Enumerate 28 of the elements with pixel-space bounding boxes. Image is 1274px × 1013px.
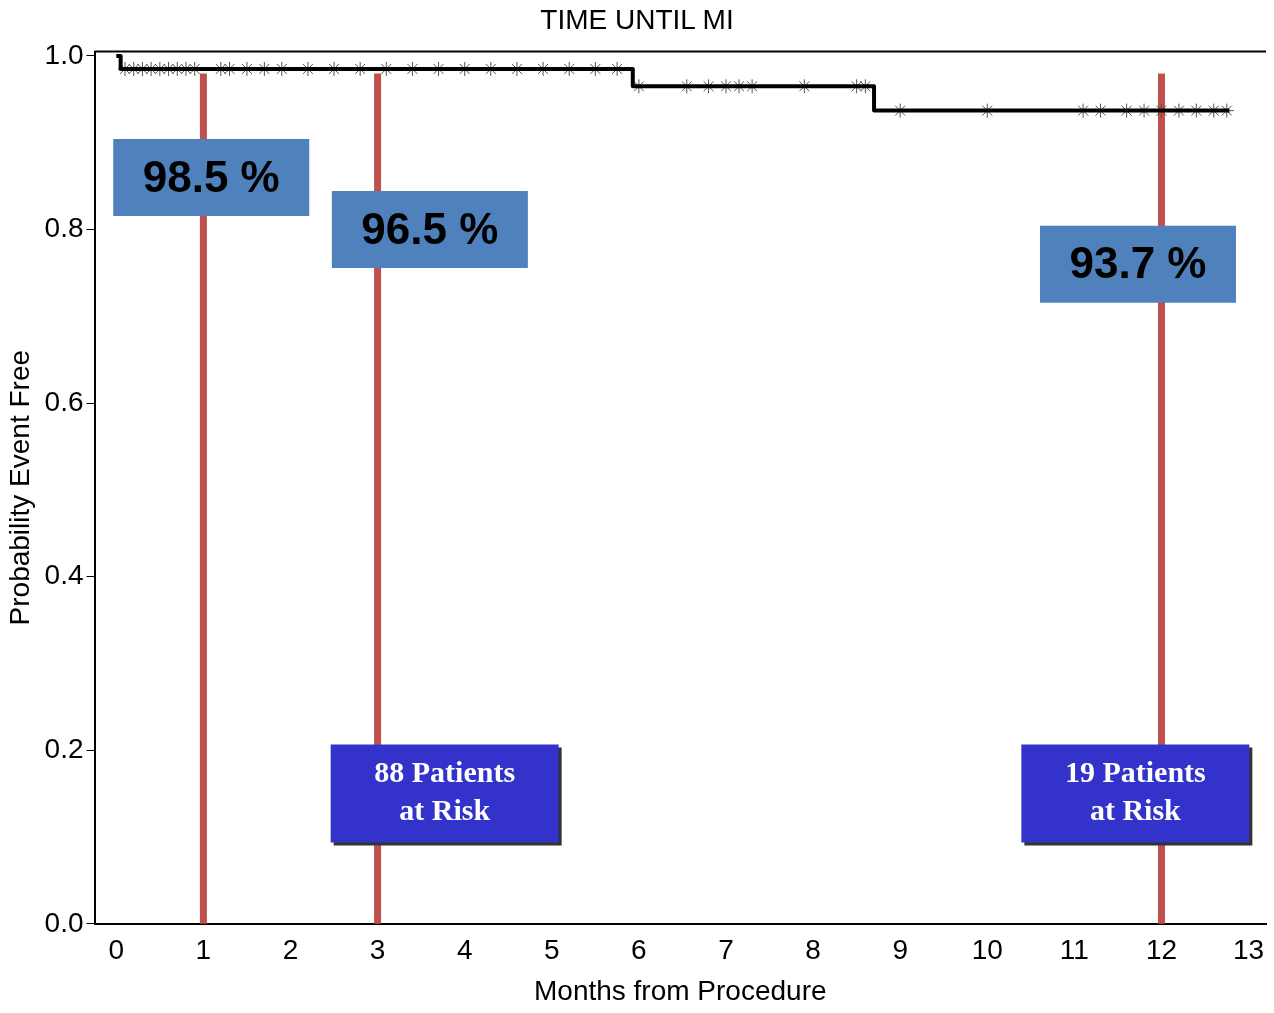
y-tick-label: 0.2 xyxy=(44,732,84,764)
x-tick-label: 0 xyxy=(108,934,125,966)
x-tick-label: 12 xyxy=(1145,934,1178,966)
annotation: 93.7 % xyxy=(1069,238,1207,288)
x-tick-label: 3 xyxy=(369,934,386,966)
x-tick-label: 9 xyxy=(892,934,908,966)
y-tick-label: 0.0 xyxy=(44,906,84,938)
y-axis-title: Probability Event Free xyxy=(3,349,35,626)
x-tick-label: 8 xyxy=(805,934,821,966)
x-tick-label: 13 xyxy=(1233,934,1265,966)
x-tick-label: 7 xyxy=(718,934,734,966)
chart-title: TIME UNTIL MI xyxy=(540,3,734,35)
x-tick-label: 2 xyxy=(282,934,299,966)
x-tick-label: 10 xyxy=(971,934,1003,966)
y-tick-label: 0.4 xyxy=(44,559,84,591)
y-tick-label: 0.6 xyxy=(44,385,84,417)
annotation: 88 Patients at Risk xyxy=(374,755,516,827)
y-tick-label: 1.0 xyxy=(44,38,84,70)
x-tick-label: 1 xyxy=(195,934,212,966)
annotation: 96.5 % xyxy=(361,203,499,253)
x-tick-label: 11 xyxy=(1059,934,1089,966)
annotation: 19 Patients at Risk xyxy=(1064,755,1206,827)
x-axis-title: Months from Procedure xyxy=(533,974,827,1006)
y-tick-label: 0.8 xyxy=(44,212,84,244)
x-tick-label: 6 xyxy=(631,934,647,966)
x-tick-label: 4 xyxy=(456,934,473,966)
x-tick-label: 5 xyxy=(544,934,560,966)
annotation: 98.5 % xyxy=(142,151,280,201)
